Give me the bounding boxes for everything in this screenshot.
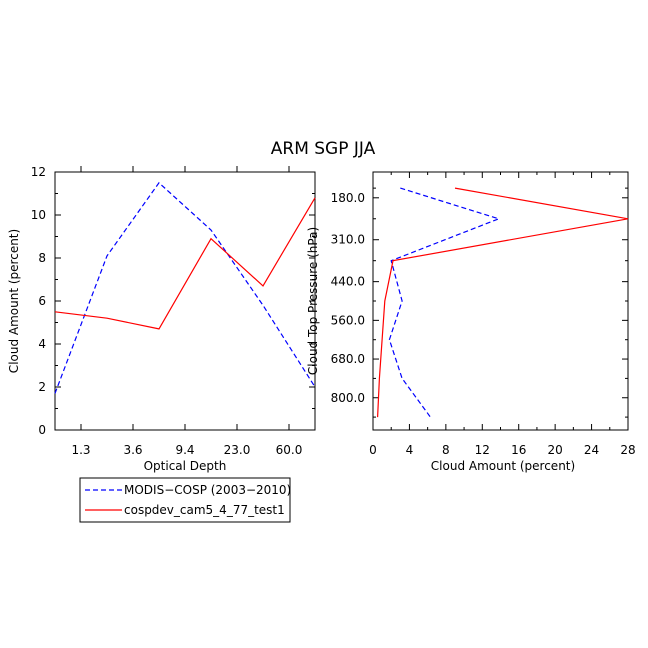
left-y-tick-label: 6: [38, 294, 46, 308]
right-y-tick-label: 310.0: [331, 233, 365, 247]
left-y-tick-label: 12: [31, 165, 46, 179]
right-panel: 0 4 8 12 16 20 24 28 180.0 310.0 440.0 560.0 680.0 8…: [306, 171, 636, 473]
right-x-axis-label: Cloud Amount (percent): [431, 459, 575, 473]
left-series-line-modis: [54, 181, 316, 394]
right-x-tick-label: 16: [511, 443, 526, 457]
left-x-tick-label: 3.6: [123, 443, 142, 457]
left-y-axis-label: Cloud Amount (percent): [7, 229, 21, 373]
right-series-line-cospdev: [377, 187, 629, 418]
legend: MODIS−COSP (2003−2010) cospdev_cam5_4_77…: [79, 477, 291, 523]
left-x-tick-label: 60.0: [276, 443, 303, 457]
right-y-tick-label: 800.0: [331, 391, 365, 405]
left-y-tick-label: 4: [38, 337, 46, 351]
left-x-axis-label: Optical Depth: [144, 459, 227, 473]
right-x-tick-label: 8: [442, 443, 450, 457]
right-y-axis-label: Cloud Top Pressure (hPa): [306, 227, 320, 375]
right-series-line-modis: [388, 187, 501, 418]
left-series-line-cospdev: [54, 197, 316, 330]
right-x-tick-label: 4: [406, 443, 414, 457]
figure-title: ARM SGP JJA: [271, 139, 376, 159]
left-y-tick-label: 0: [38, 423, 46, 437]
legend-label-cospdev: cospdev_cam5_4_77_test1: [124, 503, 285, 517]
right-x-tick-label: 28: [620, 443, 635, 457]
right-x-tick-label: 20: [548, 443, 563, 457]
legend-label-modis: MODIS−COSP (2003−2010): [124, 483, 291, 497]
right-x-tick-label: 0: [369, 443, 377, 457]
left-panel: 1.3 3.6 9.4 23.0 60.0 0 2 4 6 8 10 12 Optical Dept…: [7, 165, 316, 473]
left-y-tick-label: 10: [31, 208, 46, 222]
left-y-tick-label: 2: [38, 380, 46, 394]
left-x-tick-label: 1.3: [71, 443, 90, 457]
left-x-tick-label: 9.4: [175, 443, 194, 457]
right-x-tick-label: 24: [584, 443, 599, 457]
right-y-tick-label: 440.0: [331, 275, 365, 289]
right-y-tick-label: 180.0: [331, 191, 365, 205]
right-plot-frame: [372, 171, 629, 431]
left-plot-frame: [54, 171, 316, 431]
right-y-tick-label: 680.0: [331, 352, 365, 366]
right-y-tick-label: 560.0: [331, 313, 365, 327]
left-x-tick-label: 23.0: [224, 443, 251, 457]
left-y-tick-label: 8: [38, 251, 46, 265]
right-x-tick-label: 12: [475, 443, 490, 457]
legend-box: [79, 477, 291, 523]
